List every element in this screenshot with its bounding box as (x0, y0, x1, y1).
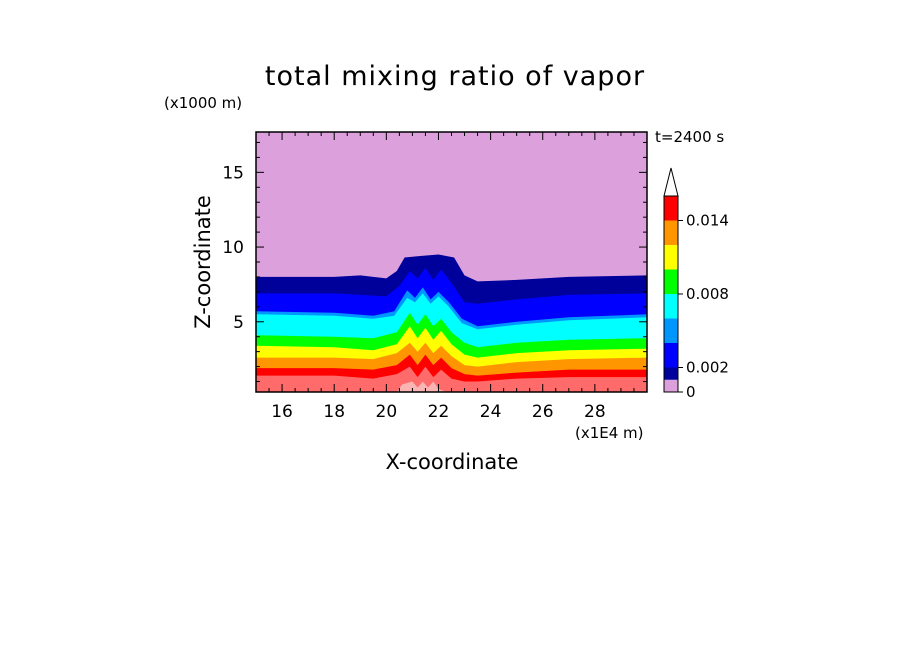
contour-bands (256, 254, 647, 392)
colorbar-segment (664, 367, 678, 380)
colorbar-segment (664, 269, 678, 294)
y-axis-unit: (x1000 m) (164, 94, 242, 112)
colorbar: 0 0.002 0.008 0.014 (663, 167, 729, 401)
colorbar-segment (664, 379, 678, 392)
colorbar-segment (664, 343, 678, 368)
x-tick-label: 20 (376, 402, 398, 422)
contour-band-level-10 (396, 381, 447, 392)
colorbar-extend-arrow (663, 167, 679, 197)
y-tick-label: 15 (222, 163, 244, 183)
colorbar-tick-label: 0.002 (686, 359, 729, 377)
x-axis-ticks: 16 18 20 22 24 26 28 (255, 132, 648, 422)
y-tick-label: 10 (222, 238, 244, 258)
x-tick-label: 26 (532, 402, 554, 422)
contour-band-level-9 (256, 366, 647, 392)
x-tick-label: 22 (428, 402, 450, 422)
contour-plot-area (256, 132, 647, 392)
colorbar-segment (664, 318, 678, 343)
x-tick-label: 24 (480, 402, 502, 422)
colorbar-segment (664, 220, 678, 245)
x-tick-label: 18 (323, 402, 345, 422)
x-axis-unit: (x1E4 m) (575, 424, 644, 442)
colorbar-tick-label: 0.014 (686, 212, 729, 230)
colorbar-tick-label: 0 (686, 383, 696, 401)
y-tick-label: 5 (233, 313, 244, 333)
x-tick-label: 16 (271, 402, 293, 422)
x-axis-label: X-coordinate (386, 450, 519, 474)
colorbar-segment (664, 245, 678, 270)
colorbar-tick-label: 0.008 (686, 285, 729, 303)
y-axis-ticks: 5 10 15 (222, 141, 647, 383)
y-axis-label: Z-coordinate (191, 195, 215, 329)
x-tick-label: 28 (584, 402, 606, 422)
colorbar-segment (664, 196, 678, 221)
colorbar-segment (664, 294, 678, 319)
chart-title: total mixing ratio of vapor (265, 61, 645, 92)
time-label: t=2400 s (655, 128, 724, 146)
